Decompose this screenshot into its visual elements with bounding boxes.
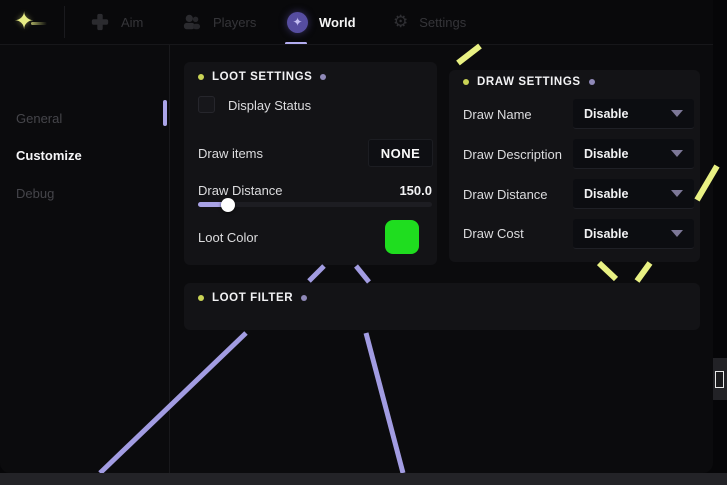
chevron-down-icon bbox=[671, 190, 683, 197]
gear-icon: ⚙ bbox=[393, 12, 409, 31]
loot-filter-panel: LOOT FILTER bbox=[184, 283, 700, 330]
draw-settings-header: DRAW SETTINGS bbox=[463, 76, 595, 88]
slider-fill bbox=[198, 202, 229, 207]
draw-items-value-button[interactable]: NONE bbox=[368, 139, 433, 167]
active-tab-indicator bbox=[285, 42, 307, 45]
display-status-label: Display Status bbox=[228, 98, 312, 113]
chevron-down-icon bbox=[671, 110, 683, 117]
divider bbox=[64, 6, 65, 38]
draw-distance-slider[interactable] bbox=[198, 197, 432, 212]
globe-sparkle-icon: ✦ bbox=[287, 11, 308, 33]
cheat-menu-window: ✦ Aim Players bbox=[0, 0, 713, 473]
loot-color-swatch[interactable] bbox=[385, 220, 419, 254]
yellow-dot-icon bbox=[198, 74, 204, 80]
loot-settings-header: LOOT SETTINGS bbox=[198, 71, 327, 83]
loot-settings-title: LOOT SETTINGS bbox=[212, 71, 313, 83]
tab-aim-label: Aim bbox=[121, 14, 144, 30]
loot-settings-panel: LOOT SETTINGS Display Status Draw items … bbox=[184, 62, 437, 265]
logo-trail bbox=[31, 21, 48, 25]
crosshair-icon bbox=[90, 12, 110, 32]
draw-distance-value: 150.0 bbox=[399, 183, 432, 198]
draw-description-dropdown[interactable]: Disable bbox=[573, 139, 694, 169]
tab-settings-label: Settings bbox=[419, 14, 467, 30]
purple-dot-icon bbox=[588, 79, 595, 85]
sidebar-item-general[interactable]: General bbox=[16, 111, 63, 126]
tab-settings[interactable]: ⚙ Settings bbox=[393, 0, 466, 44]
display-status-checkbox[interactable] bbox=[198, 96, 215, 113]
yellow-dot-icon bbox=[463, 79, 469, 85]
draw-cost-label: Draw Cost bbox=[463, 226, 524, 241]
loot-filter-header: LOOT FILTER bbox=[198, 292, 308, 304]
tab-players[interactable]: Players bbox=[182, 0, 256, 44]
slider-thumb[interactable] bbox=[221, 197, 236, 212]
draw-settings-title: DRAW SETTINGS bbox=[477, 76, 581, 88]
draw-distance-dropdown[interactable]: Disable bbox=[573, 179, 694, 209]
players-icon bbox=[182, 13, 202, 31]
top-bar: ✦ Aim Players bbox=[0, 0, 713, 45]
draw-distance-label: Draw Distance bbox=[198, 183, 283, 198]
sidebar-item-customize[interactable]: Customize bbox=[16, 148, 82, 163]
loot-color-label: Loot Color bbox=[198, 230, 258, 245]
draw-cost-dropdown[interactable]: Disable bbox=[573, 219, 694, 249]
draw-distance-option-label: Draw Distance bbox=[463, 187, 548, 202]
draw-items-label: Draw items bbox=[198, 146, 264, 161]
active-sidebar-indicator bbox=[163, 100, 167, 126]
draw-name-value: Disable bbox=[584, 106, 629, 121]
draw-name-label: Draw Name bbox=[463, 107, 532, 122]
sidebar: General Customize Debug bbox=[0, 45, 169, 473]
background-window-fragment bbox=[715, 371, 724, 388]
purple-dot-icon bbox=[301, 295, 308, 301]
draw-settings-panel: DRAW SETTINGS Draw Name Disable Draw Des… bbox=[449, 70, 700, 262]
chevron-down-icon bbox=[671, 230, 683, 237]
draw-name-dropdown[interactable]: Disable bbox=[573, 99, 694, 129]
divider bbox=[169, 45, 170, 473]
purple-dot-icon bbox=[320, 74, 327, 80]
draw-description-value: Disable bbox=[584, 146, 629, 161]
bottom-game-strip bbox=[0, 473, 727, 485]
yellow-dot-icon bbox=[198, 295, 204, 301]
sidebar-item-debug[interactable]: Debug bbox=[16, 186, 55, 201]
app-logo: ✦ bbox=[14, 6, 54, 38]
draw-description-label: Draw Description bbox=[463, 147, 562, 162]
draw-distance-dropdown-value: Disable bbox=[584, 186, 629, 201]
tab-aim[interactable]: Aim bbox=[90, 0, 143, 44]
sparkle-logo-icon: ✦ bbox=[14, 8, 35, 35]
divider bbox=[0, 44, 713, 45]
tab-world-label: World bbox=[319, 14, 356, 30]
draw-cost-value: Disable bbox=[584, 226, 629, 241]
tab-world[interactable]: ✦ World bbox=[287, 0, 356, 44]
chevron-down-icon bbox=[671, 150, 683, 157]
tab-players-label: Players bbox=[213, 14, 257, 30]
loot-filter-title: LOOT FILTER bbox=[212, 292, 294, 304]
